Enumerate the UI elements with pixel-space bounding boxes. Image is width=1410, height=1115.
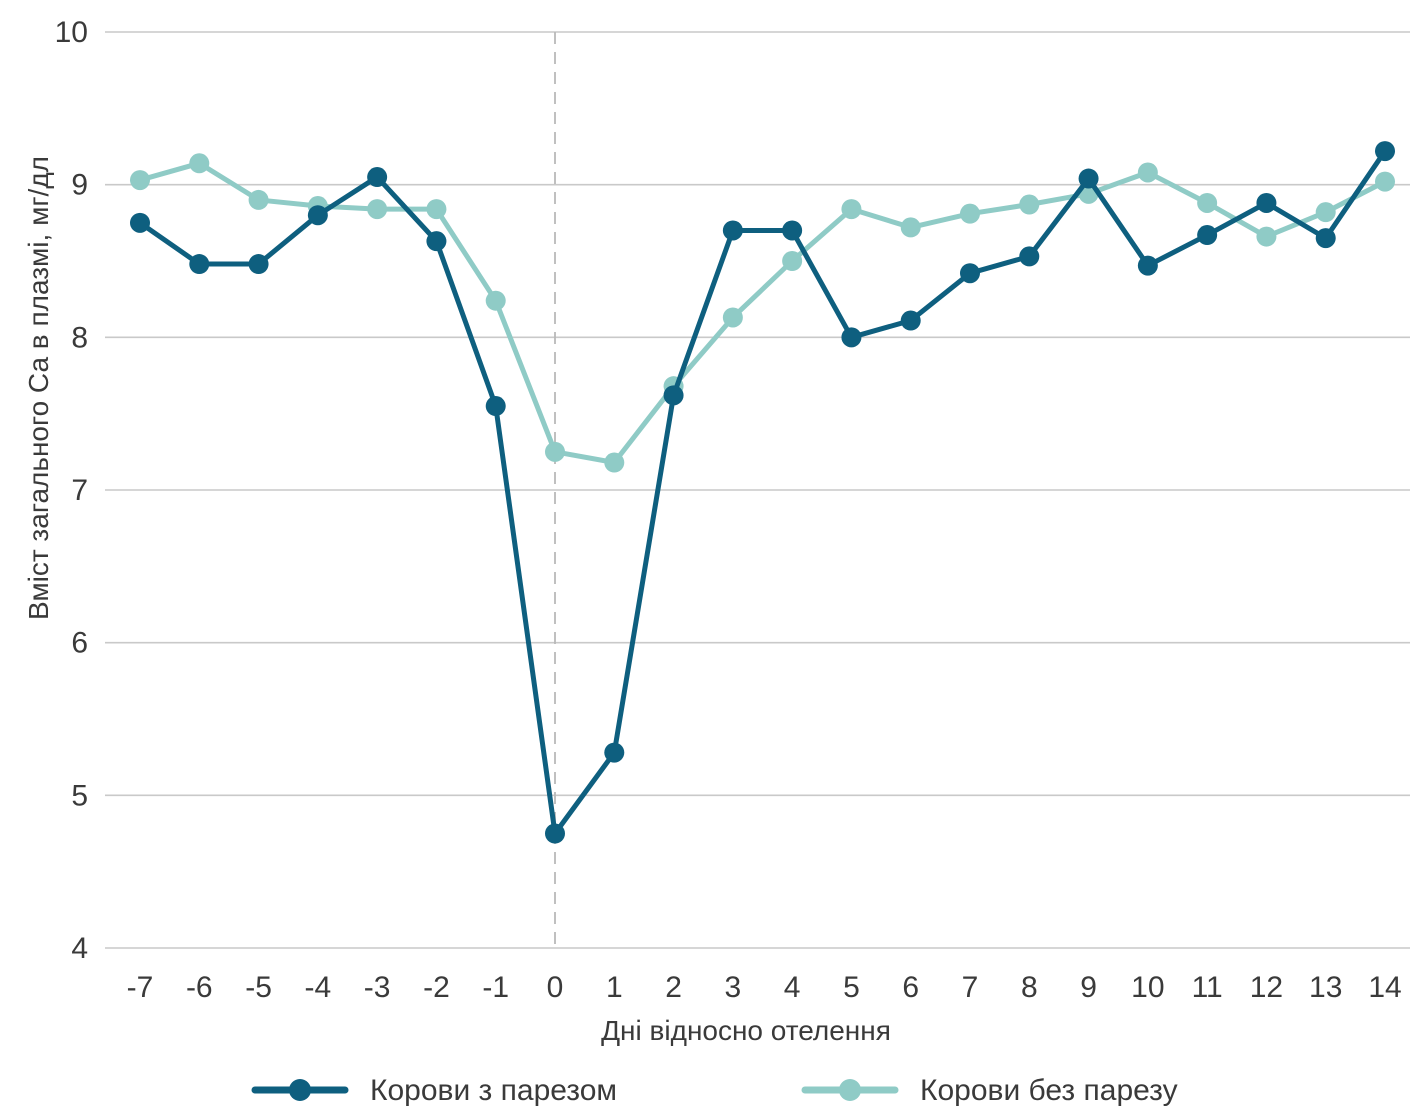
series-layer	[130, 141, 1395, 844]
data-point	[426, 199, 447, 220]
data-point	[1137, 255, 1158, 276]
data-point	[367, 167, 388, 188]
data-point	[426, 231, 447, 252]
y-tick-label: 7	[71, 474, 88, 507]
x-tick-label: -7	[127, 971, 154, 1004]
data-point	[130, 212, 150, 233]
data-point	[1375, 141, 1395, 162]
data-point	[722, 307, 743, 328]
data-point	[960, 203, 980, 224]
data-point	[1315, 228, 1336, 249]
x-tick-label: 10	[1131, 971, 1164, 1004]
legend-label: Корови без парезу	[920, 1074, 1178, 1107]
legend: Корови з парезом Корови без парезу	[251, 1074, 1178, 1107]
data-point	[189, 153, 210, 174]
y-tick-labels: 4 5 6 7 8 9 10	[55, 16, 88, 965]
data-point	[485, 290, 506, 311]
x-tick-label: 1	[606, 971, 623, 1004]
x-tick-label: -4	[305, 971, 332, 1004]
x-tick-label: 0	[547, 971, 564, 1004]
legend-item-0: Корови з парезом	[251, 1074, 617, 1107]
data-point	[545, 441, 565, 462]
y-axis-title: Вміст загального Са в плазмі, мг/дл	[23, 156, 54, 620]
x-tick-label: -2	[423, 971, 450, 1004]
data-point	[900, 310, 921, 331]
data-point	[248, 254, 269, 275]
series-line-1	[137, 160, 1388, 466]
data-point	[1375, 171, 1395, 192]
x-tick-label: 4	[784, 971, 801, 1004]
data-point	[1315, 202, 1336, 223]
data-point	[1019, 194, 1040, 215]
legend-label: Корови з парезом	[370, 1074, 617, 1107]
x-tick-label: -1	[482, 971, 509, 1004]
x-tick-label: 8	[1021, 971, 1038, 1004]
legend-swatch-marker	[289, 1079, 311, 1101]
data-point	[248, 189, 269, 210]
data-point	[1197, 192, 1218, 213]
x-tick-label: 13	[1309, 971, 1342, 1004]
y-tick-label: 8	[71, 321, 88, 354]
x-tick-labels: -7 -6 -5 -4 -3 -2 -1 0 1 2 3 4 5 6 7 8 9 10 11 12 13 14	[127, 971, 1402, 1004]
x-tick-label: 5	[843, 971, 860, 1004]
x-tick-label: -6	[186, 971, 213, 1004]
data-point	[663, 385, 684, 406]
y-tick-label: 5	[71, 779, 88, 812]
data-point	[841, 327, 862, 348]
x-tick-label: 12	[1250, 971, 1283, 1004]
data-point	[189, 254, 210, 275]
x-tick-label: -5	[245, 971, 272, 1004]
x-tick-label: 14	[1368, 971, 1401, 1004]
data-point	[1019, 246, 1040, 267]
series-1	[130, 153, 1395, 473]
data-point	[367, 199, 388, 220]
x-tick-label: 6	[902, 971, 919, 1004]
data-point	[307, 205, 328, 226]
data-point	[1256, 226, 1277, 247]
x-tick-label: 3	[725, 971, 742, 1004]
x-tick-label: 11	[1192, 971, 1223, 1004]
legend-swatch-marker	[839, 1079, 861, 1101]
data-point	[782, 220, 803, 241]
data-point	[782, 251, 803, 271]
data-point	[960, 263, 980, 284]
y-tick-label: 10	[55, 16, 88, 49]
x-tick-label: 2	[665, 971, 682, 1004]
data-point	[485, 396, 506, 417]
data-point	[900, 217, 921, 238]
x-axis-title: Дні відносно отелення	[601, 1015, 891, 1046]
y-tick-label: 4	[71, 932, 88, 965]
data-point	[1256, 192, 1277, 213]
y-tick-label: 6	[71, 627, 88, 660]
data-point	[604, 452, 625, 473]
data-point	[545, 823, 565, 844]
data-point	[604, 742, 625, 763]
data-point	[1078, 168, 1099, 189]
y-tick-label: 9	[71, 169, 88, 202]
x-tick-label: -3	[364, 971, 391, 1004]
x-tick-label: 7	[962, 971, 979, 1004]
series-0	[130, 141, 1395, 844]
data-point	[1137, 162, 1158, 183]
data-point	[841, 199, 862, 220]
legend-item-1: Корови без парезу	[801, 1074, 1178, 1107]
series-line-0	[137, 148, 1388, 836]
data-point	[130, 170, 150, 191]
x-tick-label: 9	[1080, 971, 1097, 1004]
gridlines	[105, 31, 1410, 949]
data-point	[1197, 225, 1218, 246]
data-point	[722, 220, 743, 241]
